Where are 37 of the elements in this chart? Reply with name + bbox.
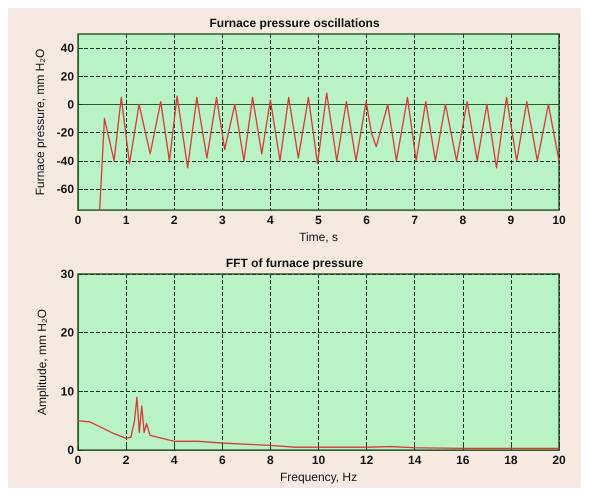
x-tick-label: 18 bbox=[504, 453, 518, 468]
x-tick-label: 7 bbox=[411, 213, 418, 228]
x-axis-title: Time, s bbox=[299, 230, 338, 244]
x-tick-label: 1 bbox=[122, 213, 130, 228]
y-tick-label: 10 bbox=[60, 384, 74, 398]
y-tick-label: 40 bbox=[60, 41, 74, 56]
x-tick-label: 4 bbox=[267, 213, 274, 228]
x-tick-label: 20 bbox=[552, 453, 566, 468]
y-tick-label: -40 bbox=[56, 154, 74, 168]
x-tick-label: 12 bbox=[360, 453, 374, 468]
y-tick-label: 30 bbox=[60, 267, 74, 281]
x-tick-label: 8 bbox=[267, 453, 274, 468]
x-tick-label: 4 bbox=[170, 453, 178, 468]
y-tick-label: 20 bbox=[60, 69, 74, 84]
x-tick-label: 14 bbox=[408, 453, 422, 468]
x-tick-label: 8 bbox=[459, 213, 466, 228]
y-tick-label: 20 bbox=[60, 326, 74, 340]
x-tick-label: 10 bbox=[312, 453, 326, 468]
chart-title: FFT of furnace pressure bbox=[226, 256, 364, 270]
x-tick-label: 5 bbox=[315, 213, 322, 228]
x-tick-label: 3 bbox=[218, 213, 226, 228]
y-tick-label: 0 bbox=[67, 443, 74, 458]
y-tick-label: -20 bbox=[56, 126, 74, 140]
x-tick-label: 6 bbox=[218, 453, 226, 468]
x-tick-label: 2 bbox=[122, 453, 130, 468]
y-axis-title: Furnace pressure, mm H₂O bbox=[32, 48, 47, 196]
x-tick-label: 10 bbox=[552, 213, 566, 228]
x-tick-label: 16 bbox=[456, 453, 470, 468]
chart-title: Furnace pressure oscillations bbox=[209, 16, 380, 30]
y-axis-title: Amplitude, mm H₂O bbox=[35, 309, 49, 416]
line-series bbox=[98, 92, 560, 211]
y-tick-label: 0 bbox=[67, 97, 74, 112]
x-tick-label: 6 bbox=[363, 213, 370, 228]
y-tick-label: -60 bbox=[56, 182, 74, 196]
x-tick-label: 2 bbox=[170, 213, 178, 228]
x-tick-label: 9 bbox=[508, 213, 515, 228]
x-axis-title: Frequency, Hz bbox=[280, 470, 358, 484]
